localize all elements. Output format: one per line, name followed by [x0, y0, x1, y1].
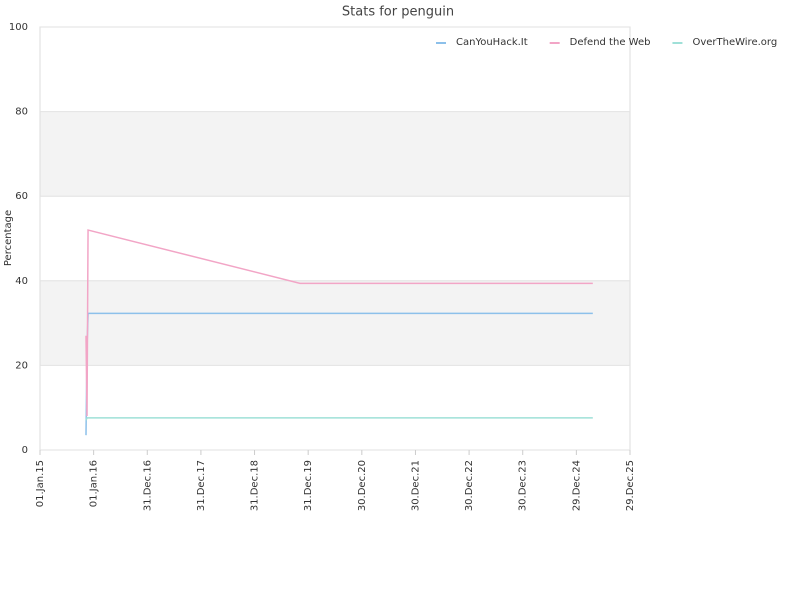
- x-tick-label: 01.Jan.15: [35, 460, 46, 507]
- plot-frame: [39, 26, 631, 451]
- plot-band: [40, 111, 630, 197]
- y-tick-label: 0: [22, 445, 28, 456]
- y-tick-label: 60: [15, 191, 28, 202]
- legend-label: Defend the Web: [570, 37, 651, 48]
- series-line: [85, 229, 593, 417]
- y-tick-label: 100: [9, 22, 28, 33]
- x-tick-label: 31.Dec.17: [196, 460, 207, 511]
- x-tick-label: 29.Dec.25: [625, 460, 636, 511]
- x-tick-label: 31.Dec.18: [250, 460, 261, 511]
- series-line: [85, 417, 593, 421]
- x-tick-label: 31.Dec.19: [303, 460, 314, 511]
- x-tick-label: 31.Dec.16: [142, 460, 153, 511]
- legend-label: CanYouHack.It: [456, 37, 528, 48]
- legend-label: OverTheWire.org: [692, 37, 777, 48]
- y-tick-label: 40: [15, 276, 28, 287]
- x-tick-label: 30.Dec.21: [410, 460, 421, 511]
- x-tick-label: 29.Dec.24: [571, 460, 582, 511]
- x-tick-label: 30.Dec.23: [518, 460, 529, 511]
- y-tick-label: 20: [15, 360, 28, 371]
- plot-band: [40, 280, 630, 366]
- chart-title: Stats for penguin: [342, 5, 454, 20]
- y-axis-label: Percentage: [3, 210, 14, 266]
- x-tick-label: 30.Dec.20: [357, 460, 368, 511]
- x-tick-label: 30.Dec.22: [464, 460, 475, 511]
- x-tick-label: 01.Jan.16: [89, 460, 100, 507]
- y-tick-label: 80: [15, 107, 28, 118]
